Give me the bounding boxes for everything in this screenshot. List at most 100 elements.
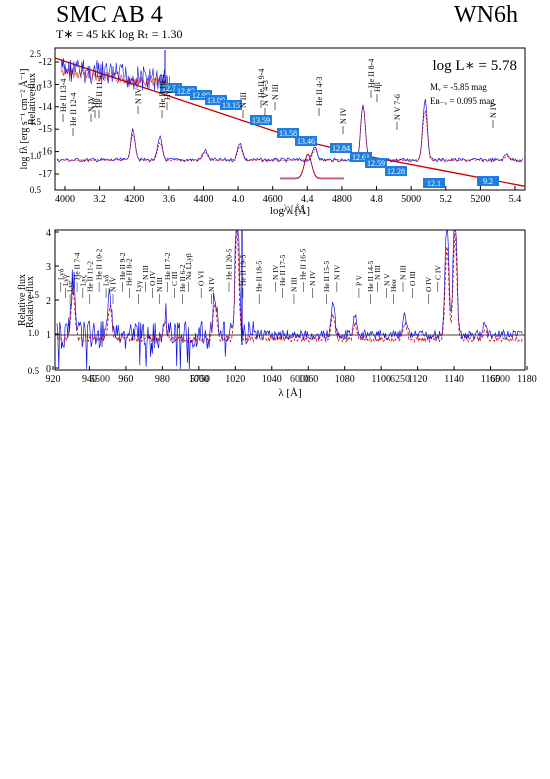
norm-axes-frame (54, 229, 526, 371)
sed-x-axis-label-overlap: λ [Å] (283, 203, 304, 215)
sed-line-label: He II 13-4 (59, 79, 68, 112)
sed-photometry-box (330, 143, 352, 153)
norm-y-overlap-tick-label: 1.0 (28, 328, 40, 338)
norm-line-label: He II 14-5 (366, 261, 375, 292)
sed-model-continuum (54, 57, 526, 187)
sed-line-label: Hγ (163, 90, 172, 100)
sed-x-tick-label: 4400 (193, 194, 213, 205)
sed-y-overlap-tick-label: 1.0 (30, 151, 42, 161)
norm-y-axis-label-overlap: Relative flux (25, 276, 36, 328)
sed-photometry-label: 12.59 (367, 159, 385, 168)
norm-line-label: N IV (271, 264, 280, 280)
norm-x-overlap-tick-label: 5500 (90, 374, 110, 385)
sed-y-overlap-tick-label: 1.5 (30, 117, 42, 127)
norm-line-label: Lyζ (78, 275, 87, 286)
sed-photometry-box (277, 128, 299, 138)
sed-photometry-label: 12.74 (162, 84, 180, 93)
norm-line-label: He II 9-2 (118, 252, 127, 280)
sed-optical-observed-spectrum (56, 98, 523, 164)
norm-x-tick-label: 1120 (408, 374, 428, 385)
norm-line-label: C IV (433, 265, 442, 280)
norm-line-label: He II 20-5 (225, 249, 234, 280)
sed-y-overlap-tick-label: 2.0 (30, 83, 42, 93)
sed-uv-observed-spectrum (60, 58, 171, 93)
sed-photometry-box (160, 83, 182, 93)
sed-photometry-box (350, 152, 372, 162)
sed-photometry-box (250, 115, 272, 125)
sed-y-tick-label: -16 (39, 147, 52, 158)
sed-line-label: N IV (134, 88, 143, 104)
norm-x-tick-label: 1160 (481, 374, 501, 385)
norm-line-label: P V (354, 274, 363, 286)
sed-x-tick-label: 5.4 (509, 194, 522, 205)
norm-line-label: Lyδ (56, 268, 65, 280)
norm-line-label: He II 15-5 (322, 261, 331, 292)
norm-line-label: He II 17-5 (278, 255, 287, 286)
norm-line-label: Lyγ (134, 280, 143, 292)
star-parameters: T∗ = 45 kK log Rₜ = 1.30 (56, 27, 183, 41)
normalized-spectrum-chart: 920 940 960 980 1000 1020 1040 1060 1080 1100 1120… (17, 228, 537, 399)
sed-photometry-box (190, 90, 212, 100)
sed-y-axis-label: log fλ [erg s⁻¹ cm⁻² Å⁻¹] (18, 69, 30, 170)
norm-line-label: Lyε (66, 281, 75, 292)
sed-line-label: N V 4-3 (261, 80, 270, 106)
norm-y-tick-label: 2 (46, 296, 51, 307)
spectral-type: WN6h (454, 2, 518, 28)
norm-model-spectrum (56, 230, 523, 344)
sed-x-tick-label: 4000 (55, 194, 75, 205)
sed-x-tick-label: 4.8 (370, 194, 383, 205)
norm-x-tick-label: 1060 (298, 374, 318, 385)
sed-y-overlap-tick-label: 0.5 (30, 185, 42, 195)
norm-x-tick-label: 1000 (189, 374, 209, 385)
sed-x-tick-label: 4200 (124, 194, 144, 205)
norm-x-tick-label: 1020 (225, 374, 245, 385)
sed-photometry-box (220, 100, 242, 110)
sed-photometry-label: 13.15 (222, 101, 240, 110)
sed-line-label: N III (239, 92, 248, 108)
sed-y-tick-label: -13 (39, 79, 52, 90)
sed-photometry-box (385, 166, 407, 176)
norm-x-tick-label: 1100 (371, 374, 391, 385)
norm-line-label: O IV (148, 270, 157, 286)
sed-luminosity-annotation: log L∗ = 5.78 (433, 58, 518, 74)
norm-line-label: Lyγ (61, 274, 70, 286)
norm-y-overlap-tick-label: 0.5 (28, 366, 40, 376)
sed-photometry-label: 9.2 (483, 177, 493, 186)
norm-x-tick-label: 1180 (517, 374, 537, 385)
sed-y-tick-label: -15 (39, 124, 52, 135)
sed-y-tick-label: -17 (39, 169, 52, 180)
norm-y-tick-label: 0 (46, 364, 51, 375)
star-name: SMC AB 4 (56, 2, 163, 28)
sed-photometry-label: 12.88 (177, 87, 195, 96)
sed-photometry-label: 12.84 (332, 144, 350, 153)
norm-line-label: N V (382, 273, 391, 286)
sed-line-label: Hβ (373, 82, 382, 92)
sed-y-tick-label: -12 (39, 57, 52, 68)
norm-line-label: O VI (197, 270, 206, 286)
sed-photometry-label: 12.61 (352, 153, 370, 162)
norm-line-label: He II 19-5 (238, 255, 247, 286)
sed-line-label: He II 10-4 (158, 75, 167, 108)
sed-uv-model-spectrum (60, 67, 171, 89)
norm-y-tick-label: 4 (46, 228, 51, 239)
norm-y-tick-label: 1 (46, 330, 51, 341)
norm-line-label: He II 18-5 (255, 261, 264, 292)
sed-x-tick-label: 3.2 (93, 194, 106, 205)
norm-line-label: He II 6-2 (178, 264, 187, 292)
norm-y-axis-label: Relative flux (17, 274, 28, 326)
sed-y-axis-label-overlap: Relative flux (27, 73, 38, 125)
sed-photometry-label: 13.46 (297, 137, 315, 146)
sed-line-label: Hδ (91, 98, 100, 108)
sed-photometry-label: 12.1 (427, 179, 441, 188)
norm-line-label: N IV (308, 270, 317, 286)
norm-line-label: Lyδ (102, 274, 111, 286)
norm-line-label: He II 11-2 (85, 261, 94, 292)
norm-x-tick-label: 960 (118, 374, 133, 385)
sed-x-tick-label: 5.2 (440, 194, 453, 205)
norm-line-label: He II 7-4 (73, 252, 82, 280)
sed-photometry-label: 13.59 (252, 116, 270, 125)
sed-x-tick-label: 3.6 (163, 194, 176, 205)
norm-x-tick-label: 920 (46, 374, 61, 385)
sed-line-label: N IV (87, 96, 96, 112)
norm-line-label: N III (373, 265, 382, 280)
